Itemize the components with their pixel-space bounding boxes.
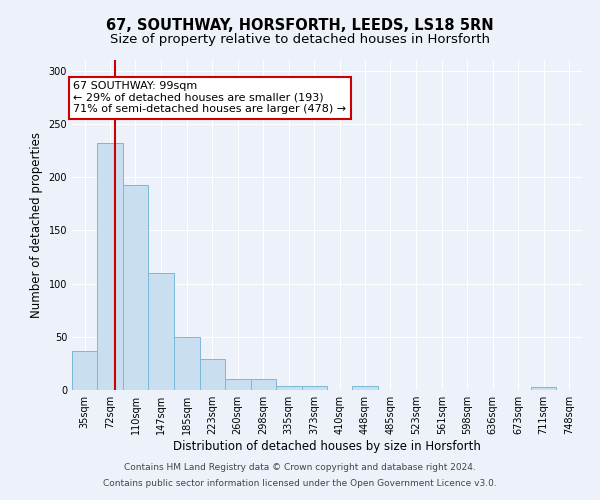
Bar — [97, 143, 123, 390]
Text: 67 SOUTHWAY: 99sqm
← 29% of detached houses are smaller (193)
71% of semi-detach: 67 SOUTHWAY: 99sqm ← 29% of detached hou… — [73, 82, 346, 114]
Bar — [251, 380, 276, 390]
Bar — [276, 386, 302, 390]
Text: 67, SOUTHWAY, HORSFORTH, LEEDS, LS18 5RN: 67, SOUTHWAY, HORSFORTH, LEEDS, LS18 5RN — [106, 18, 494, 32]
Bar — [531, 387, 556, 390]
Bar — [123, 184, 148, 390]
Bar — [225, 380, 251, 390]
Text: Contains HM Land Registry data © Crown copyright and database right 2024.: Contains HM Land Registry data © Crown c… — [124, 464, 476, 472]
Bar — [352, 386, 377, 390]
Bar — [72, 350, 97, 390]
Text: Size of property relative to detached houses in Horsforth: Size of property relative to detached ho… — [110, 32, 490, 46]
Text: Contains public sector information licensed under the Open Government Licence v3: Contains public sector information licen… — [103, 478, 497, 488]
Bar — [174, 337, 200, 390]
Bar — [302, 386, 326, 390]
Y-axis label: Number of detached properties: Number of detached properties — [30, 132, 43, 318]
X-axis label: Distribution of detached houses by size in Horsforth: Distribution of detached houses by size … — [173, 440, 481, 453]
Bar — [148, 273, 174, 390]
Bar — [200, 359, 225, 390]
